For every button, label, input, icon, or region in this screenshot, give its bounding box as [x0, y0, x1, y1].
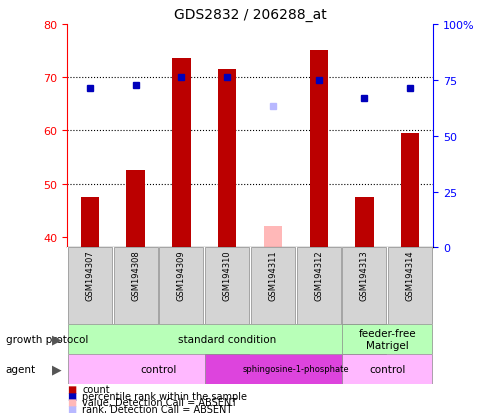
- Text: GSM194310: GSM194310: [222, 250, 231, 301]
- Text: ■: ■: [67, 384, 76, 394]
- Bar: [296, 248, 340, 324]
- Bar: [126, 171, 144, 248]
- Text: count: count: [82, 384, 110, 394]
- Bar: [263, 227, 282, 248]
- Bar: [342, 354, 431, 384]
- Bar: [217, 70, 236, 248]
- Bar: [342, 324, 431, 354]
- Text: value, Detection Call = ABSENT: value, Detection Call = ABSENT: [82, 397, 237, 407]
- Bar: [355, 197, 373, 248]
- Text: GSM194309: GSM194309: [177, 250, 185, 301]
- Text: control: control: [368, 364, 405, 374]
- Bar: [400, 134, 419, 248]
- Text: rank, Detection Call = ABSENT: rank, Detection Call = ABSENT: [82, 404, 232, 413]
- Text: GSM194313: GSM194313: [359, 250, 368, 301]
- Bar: [388, 248, 431, 324]
- Text: ▶: ▶: [52, 362, 62, 375]
- Bar: [68, 248, 111, 324]
- Text: feeder-free
Matrigel: feeder-free Matrigel: [358, 328, 415, 350]
- Bar: [113, 248, 157, 324]
- Bar: [68, 354, 249, 384]
- Text: GSM194311: GSM194311: [268, 250, 277, 301]
- Bar: [309, 51, 327, 248]
- Text: percentile rank within the sample: percentile rank within the sample: [82, 391, 247, 401]
- Bar: [205, 248, 249, 324]
- Bar: [159, 248, 203, 324]
- Bar: [205, 354, 386, 384]
- Text: standard condition: standard condition: [178, 334, 276, 344]
- Bar: [342, 248, 386, 324]
- Text: ■: ■: [67, 404, 76, 413]
- Text: ■: ■: [67, 391, 76, 401]
- Text: GSM194312: GSM194312: [314, 250, 322, 301]
- Bar: [68, 324, 386, 354]
- Text: GSM194308: GSM194308: [131, 250, 140, 301]
- Text: GSM194314: GSM194314: [405, 250, 414, 301]
- Title: GDS2832 / 206288_at: GDS2832 / 206288_at: [173, 8, 326, 22]
- Bar: [80, 197, 99, 248]
- Text: control: control: [140, 364, 176, 374]
- Bar: [172, 59, 190, 248]
- Text: ▶: ▶: [52, 332, 62, 346]
- Text: GSM194307: GSM194307: [85, 250, 94, 301]
- Text: agent: agent: [6, 364, 36, 374]
- Bar: [250, 248, 294, 324]
- Text: growth protocol: growth protocol: [6, 334, 88, 344]
- Text: ■: ■: [67, 397, 76, 407]
- Text: sphingosine-1-phosphate: sphingosine-1-phosphate: [242, 364, 348, 373]
